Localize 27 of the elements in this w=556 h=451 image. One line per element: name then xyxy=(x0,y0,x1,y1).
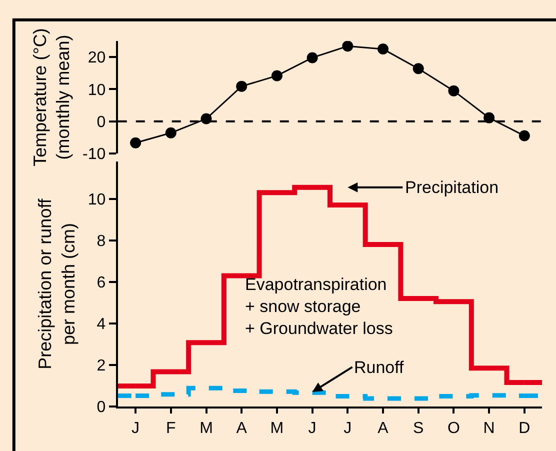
x-tick-label: N xyxy=(483,420,495,437)
y-axis-title: Temperature (°C) (monthly mean) xyxy=(30,28,74,166)
annotation: Evapotranspiration + snow storage + Groundwater loss xyxy=(245,275,393,338)
text: Precipitation xyxy=(405,178,499,197)
x-tick-label: J xyxy=(344,420,352,437)
x-tick-label: O xyxy=(447,420,460,437)
y-tick-label: 4 xyxy=(96,316,106,334)
x-tick-label: D xyxy=(518,420,530,437)
x-tick-label: A xyxy=(236,420,248,437)
x-tick-label: A xyxy=(378,420,389,437)
y-tick-label: 8 xyxy=(96,232,106,250)
x-tick-label: J xyxy=(308,420,316,437)
x-tick-label: S xyxy=(413,420,424,437)
y-tick-label: -10 xyxy=(82,146,106,164)
y-tick-label: 0 xyxy=(96,399,106,416)
y-axis-title: Precipitation or runoff per month (cm) xyxy=(35,198,79,370)
y-tick-label: 2 xyxy=(96,358,106,375)
x-tick-label: J xyxy=(132,420,140,437)
x-tick-label: M xyxy=(270,420,284,437)
x-tick-label: M xyxy=(200,420,213,437)
y-tick-label: 10 xyxy=(88,82,106,99)
x-tick-label: F xyxy=(166,420,176,437)
y-tick-label: 10 xyxy=(88,191,106,208)
series-label: Runoff xyxy=(354,358,404,377)
y-tick-label: 20 xyxy=(88,50,106,67)
y-tick-label: 0 xyxy=(96,114,106,131)
y-tick-label: 6 xyxy=(96,274,106,292)
